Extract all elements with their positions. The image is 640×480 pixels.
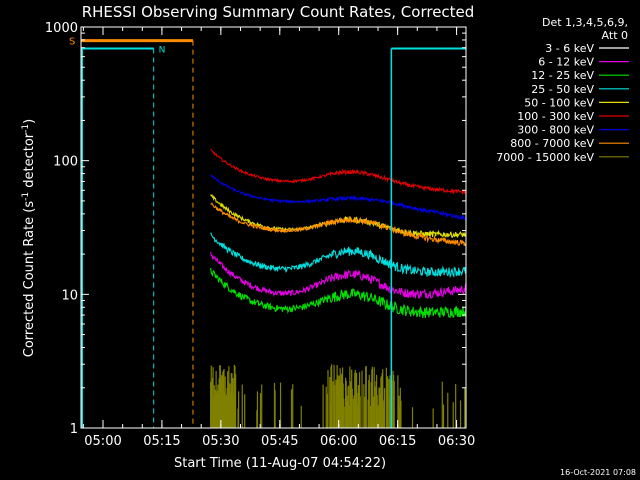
y-tick-label: 10	[61, 288, 78, 303]
series-line	[210, 202, 467, 247]
legend-entry-label: 7000 - 15000 keV	[496, 151, 594, 164]
legend-entry-label: 50 - 100 keV	[524, 96, 594, 109]
series-line	[210, 174, 467, 221]
chart-title: RHESSI Observing Summary Count Rates, Co…	[82, 3, 475, 21]
series-line	[210, 290, 467, 342]
series-line	[210, 251, 467, 300]
series-line	[210, 267, 467, 319]
y-axis-label: Corrected Count Rate (s-1 detector-1)	[21, 119, 37, 357]
legend-entry-label: 300 - 800 keV	[517, 124, 594, 137]
x-tick-label: 06:00	[320, 434, 357, 449]
legend-header-detectors: Det 1,3,4,5,6,9,	[542, 16, 628, 29]
x-tick-label: 05:15	[143, 434, 180, 449]
legend-entry-label: 100 - 300 keV	[517, 110, 594, 123]
series-line	[210, 193, 467, 239]
x-tick-label: 06:15	[379, 434, 416, 449]
y-tick-label: 1000	[45, 21, 78, 36]
x-tick-label: 06:30	[438, 434, 475, 449]
legend-entry-label: 800 - 7000 keV	[510, 137, 594, 150]
legend-entry-label: 12 - 25 keV	[531, 69, 594, 82]
timestamp: 16-Oct-2021 07:08	[560, 468, 636, 477]
legend-entry-label: 25 - 50 keV	[531, 83, 594, 96]
y-tick-label: 100	[53, 155, 78, 170]
x-tick-label: 05:00	[84, 434, 121, 449]
x-tick-label: 05:45	[261, 434, 298, 449]
series-line	[210, 232, 467, 279]
plot-area: S N 1 10 100 1000 05:00 05:15 05:30 05:45 06:00 06:…	[45, 21, 475, 449]
legend-entry-label: 3 - 6 keV	[545, 42, 594, 55]
y-tick-label: 1	[70, 422, 78, 437]
s-label: S	[69, 37, 75, 48]
series-line	[210, 148, 467, 195]
x-tick-label: 05:30	[202, 434, 239, 449]
n-label: N	[159, 46, 166, 56]
legend-entry-label: 6 - 12 keV	[538, 56, 594, 69]
legend-header-attenuator: Att 0	[602, 29, 628, 42]
x-axis-label: Start Time (11-Aug-07 04:54:22)	[174, 456, 386, 471]
axes-frame	[80, 26, 467, 429]
